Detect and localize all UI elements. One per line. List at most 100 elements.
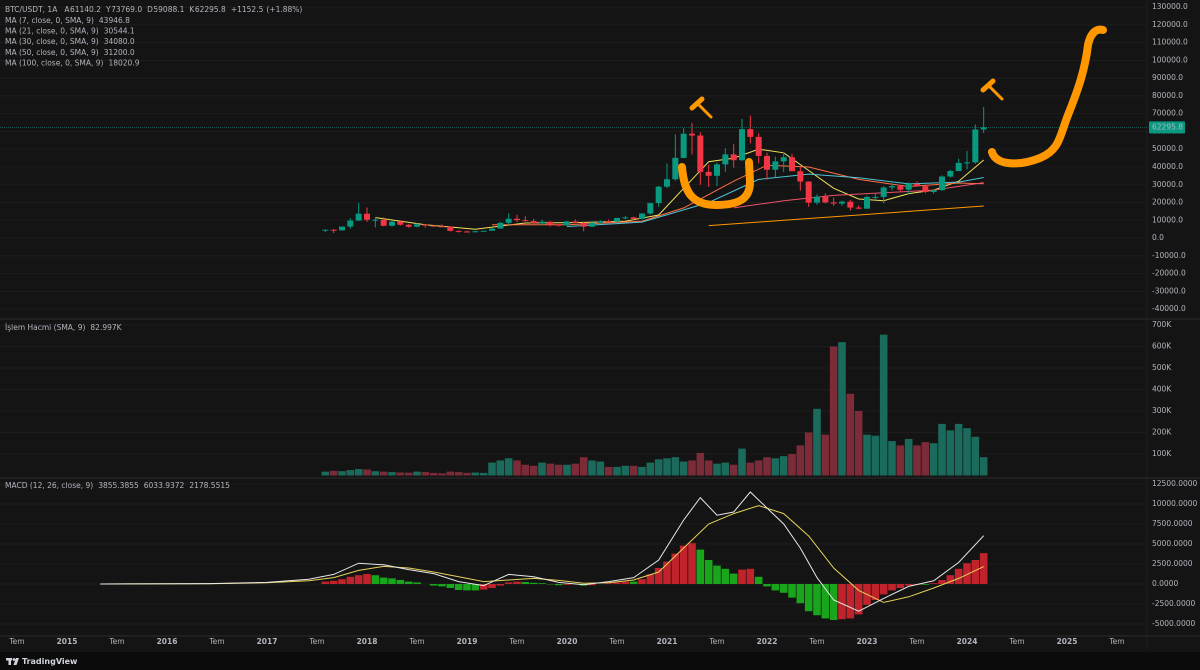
change-percent: (+1.88%) bbox=[266, 5, 302, 14]
candle-body bbox=[564, 221, 570, 226]
candle-body bbox=[730, 154, 737, 161]
y-tick-label: 300K bbox=[1152, 406, 1172, 415]
volume-bar bbox=[963, 428, 971, 476]
y-tick-label: 80000.0 bbox=[1152, 91, 1183, 100]
x-tick-label: Tem bbox=[1008, 637, 1024, 646]
volume-bar bbox=[421, 472, 430, 476]
x-tick-label: Tem bbox=[808, 637, 824, 646]
x-tick-label: 2025 bbox=[1057, 637, 1078, 646]
macd-legend-signal: 2178.5515 bbox=[189, 481, 230, 490]
volume-bar bbox=[379, 471, 388, 476]
macd-histogram-bar bbox=[738, 569, 746, 584]
volume-bar bbox=[971, 436, 980, 476]
candle-body bbox=[580, 222, 587, 227]
macd-histogram-bar bbox=[721, 568, 730, 584]
macd-histogram-bar bbox=[813, 584, 821, 616]
x-tick-label: 2020 bbox=[557, 637, 578, 646]
volume-bar bbox=[563, 464, 571, 476]
ma-legend-name: MA (100, close, 0, SMA, 9) bbox=[5, 58, 104, 67]
volume-bar bbox=[779, 456, 788, 476]
y-tick-label: 120000.0 bbox=[1152, 20, 1188, 29]
volume-bar bbox=[796, 445, 805, 476]
x-tick-label: Tem bbox=[1108, 637, 1124, 646]
y-tick-label: 0.0 bbox=[1152, 233, 1164, 242]
macd-histogram-bar bbox=[788, 584, 796, 598]
x-tick-label: Tem bbox=[708, 637, 724, 646]
candle-body bbox=[597, 221, 604, 223]
macd-histogram-bar bbox=[821, 584, 830, 619]
macd-histogram-bar bbox=[971, 560, 980, 584]
candle-body bbox=[889, 186, 895, 188]
candle-body bbox=[630, 217, 637, 219]
macd-histogram-bar bbox=[921, 584, 930, 585]
macd-histogram-bar bbox=[588, 584, 596, 586]
y-tick-label: 5000.0000 bbox=[1152, 539, 1193, 548]
macd-histogram-bar bbox=[496, 584, 505, 586]
ma-legend-value: 18020.9 bbox=[108, 58, 139, 67]
brand-name: TradingView bbox=[22, 657, 78, 666]
candle-body bbox=[980, 127, 987, 130]
macd-histogram-bar bbox=[696, 549, 705, 584]
volume-bar bbox=[521, 464, 530, 476]
macd-histogram-bar bbox=[488, 584, 496, 588]
macd-histogram-bar bbox=[629, 581, 638, 584]
x-tick-label: Tem bbox=[408, 637, 424, 646]
candle-body bbox=[739, 129, 745, 161]
candle-body bbox=[364, 213, 370, 220]
volume-bar bbox=[929, 443, 938, 476]
y-tick-label: 130000.0 bbox=[1152, 2, 1188, 11]
x-tick-label: 2024 bbox=[957, 637, 978, 646]
candle-body bbox=[722, 154, 729, 165]
macd-histogram-bar bbox=[929, 583, 938, 584]
y-tick-label: 100000.0 bbox=[1152, 55, 1188, 64]
candle-body bbox=[789, 157, 795, 172]
y-tick-label: 110000.0 bbox=[1152, 38, 1188, 47]
candle-body bbox=[572, 221, 579, 223]
y-tick-label: 100K bbox=[1152, 449, 1172, 458]
y-tick-label: 0.0000 bbox=[1152, 579, 1178, 588]
ma-legend-name: MA (30, close, 0, SMA, 9) bbox=[5, 37, 99, 46]
footer-bar bbox=[0, 652, 1200, 670]
ma-legend-value: 43946.8 bbox=[99, 16, 130, 25]
volume-bar bbox=[604, 466, 613, 476]
volume-bar bbox=[538, 462, 546, 476]
x-tick-label: 2019 bbox=[457, 637, 478, 646]
volume-bar bbox=[788, 453, 796, 476]
macd-histogram-bar bbox=[554, 584, 563, 586]
x-tick-label: Tem bbox=[8, 637, 24, 646]
candle-body bbox=[414, 224, 420, 227]
volume-bar bbox=[504, 458, 513, 476]
macd-histogram-bar bbox=[563, 584, 571, 585]
macd-line bbox=[100, 491, 985, 612]
candle-body bbox=[664, 179, 670, 187]
volume-bar bbox=[871, 435, 880, 476]
macd-histogram-bar bbox=[346, 576, 355, 584]
candle-body bbox=[339, 226, 345, 231]
candle-body bbox=[555, 224, 562, 226]
volume-bar bbox=[471, 472, 480, 476]
volume-bar bbox=[363, 469, 371, 476]
candle-body bbox=[322, 229, 329, 231]
x-tick-label: Tem bbox=[308, 637, 324, 646]
candle-body bbox=[405, 224, 412, 227]
macd-histogram-bar bbox=[529, 582, 538, 584]
y-tick-label: 7500.0000 bbox=[1152, 519, 1193, 528]
ohlc-value: 59088.1 bbox=[153, 5, 184, 14]
macd-signal-line bbox=[100, 505, 984, 603]
macd-histogram-bar bbox=[321, 581, 330, 584]
macd-histogram-bar bbox=[638, 579, 646, 584]
candle-body bbox=[497, 222, 504, 229]
volume-bar bbox=[813, 408, 821, 476]
candle-body bbox=[464, 231, 470, 233]
volume-bar bbox=[629, 465, 638, 476]
macd-histogram-bar bbox=[454, 584, 463, 590]
volume-bar bbox=[429, 472, 438, 476]
volume-bar bbox=[896, 445, 905, 476]
volume-bar bbox=[721, 462, 730, 476]
ma-legend-value: 31200.0 bbox=[104, 48, 135, 57]
volume-bar bbox=[513, 460, 521, 476]
y-tick-label: 2500.0000 bbox=[1152, 559, 1193, 568]
candle-body bbox=[347, 220, 354, 227]
